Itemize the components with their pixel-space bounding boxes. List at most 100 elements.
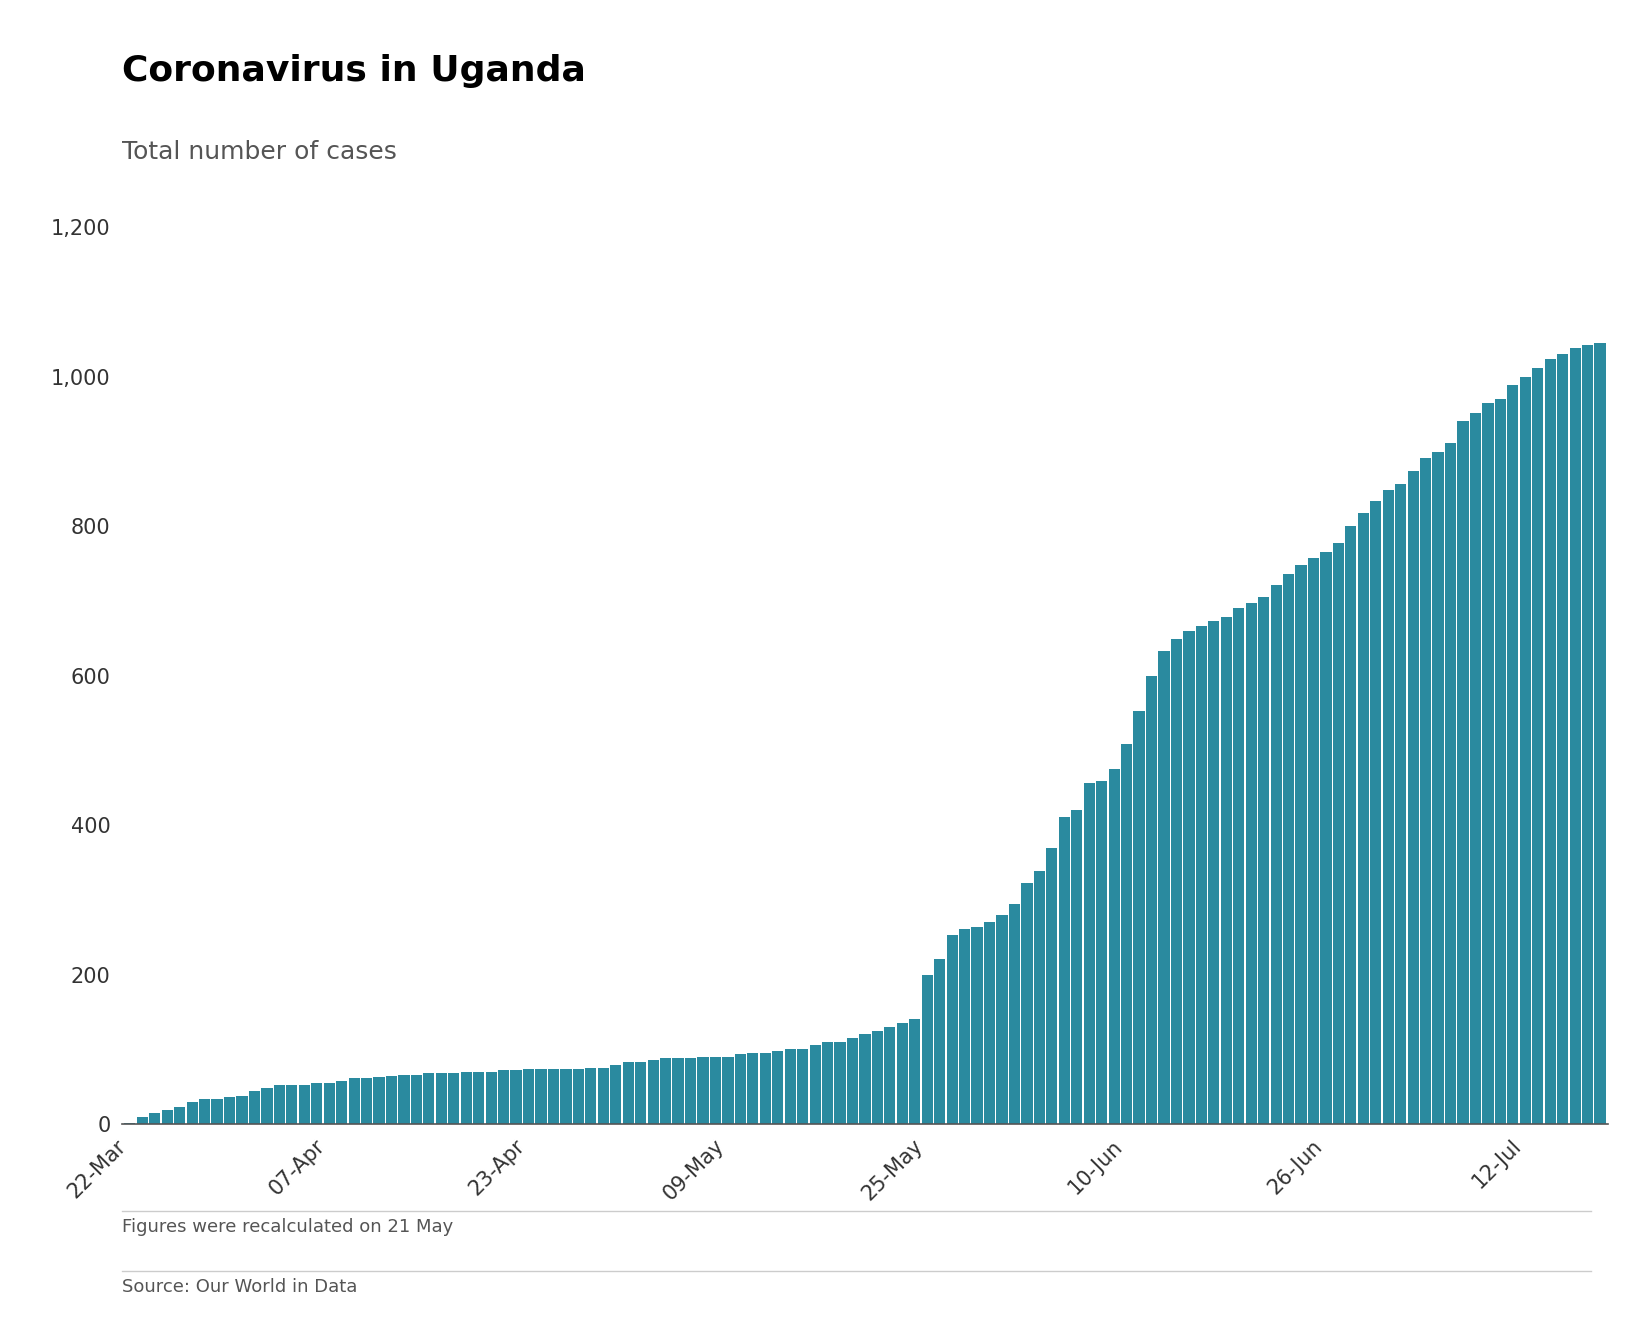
Bar: [548, 1069, 560, 1124]
Bar: [411, 1074, 423, 1124]
Bar: [934, 959, 945, 1124]
Bar: [535, 1069, 547, 1124]
Bar: [1457, 421, 1469, 1124]
Bar: [796, 1049, 808, 1124]
Bar: [212, 1100, 222, 1124]
Bar: [423, 1073, 434, 1124]
Bar: [971, 927, 982, 1124]
Bar: [997, 915, 1007, 1124]
Bar: [573, 1069, 584, 1124]
Bar: [672, 1058, 684, 1124]
Bar: [473, 1072, 485, 1124]
Bar: [1345, 526, 1356, 1124]
Text: Coronavirus in Uganda: Coronavirus in Uganda: [122, 54, 586, 87]
Bar: [610, 1065, 622, 1124]
Bar: [460, 1072, 472, 1124]
Bar: [1333, 543, 1345, 1124]
Bar: [149, 1113, 160, 1124]
Bar: [1532, 368, 1544, 1124]
Bar: [1097, 781, 1106, 1124]
Bar: [1196, 626, 1208, 1124]
Bar: [449, 1073, 460, 1124]
Bar: [1046, 847, 1058, 1124]
Bar: [597, 1068, 609, 1124]
Bar: [374, 1077, 385, 1124]
Bar: [486, 1072, 496, 1124]
Bar: [1221, 617, 1232, 1124]
Bar: [323, 1082, 335, 1124]
Bar: [635, 1062, 646, 1124]
Bar: [1234, 607, 1244, 1124]
Bar: [1296, 565, 1307, 1124]
Bar: [809, 1045, 821, 1124]
Bar: [237, 1096, 248, 1124]
Bar: [685, 1058, 697, 1124]
Bar: [1557, 355, 1568, 1124]
Bar: [224, 1097, 235, 1124]
Bar: [885, 1026, 896, 1124]
Bar: [1358, 512, 1369, 1124]
Bar: [896, 1024, 907, 1124]
Bar: [1183, 630, 1195, 1124]
Bar: [847, 1038, 858, 1124]
Bar: [785, 1049, 796, 1124]
Bar: [286, 1085, 297, 1124]
Bar: [1508, 385, 1518, 1124]
Bar: [1283, 574, 1294, 1124]
Bar: [436, 1073, 447, 1124]
Bar: [697, 1057, 708, 1124]
Bar: [1059, 818, 1071, 1124]
Bar: [1544, 359, 1555, 1124]
Bar: [772, 1052, 783, 1124]
Bar: [947, 935, 958, 1124]
Bar: [1159, 652, 1170, 1124]
Bar: [299, 1085, 310, 1124]
Bar: [1071, 809, 1082, 1124]
Bar: [1371, 500, 1381, 1124]
Bar: [1420, 458, 1431, 1124]
Bar: [1121, 744, 1133, 1124]
Bar: [361, 1078, 372, 1124]
Bar: [560, 1069, 571, 1124]
Bar: [648, 1061, 659, 1124]
Bar: [710, 1057, 721, 1124]
Bar: [186, 1101, 197, 1124]
Bar: [1407, 471, 1418, 1124]
Bar: [922, 974, 934, 1124]
Bar: [1382, 491, 1394, 1124]
Bar: [137, 1117, 149, 1124]
Bar: [1482, 403, 1493, 1124]
Bar: [511, 1070, 522, 1124]
Bar: [1009, 903, 1020, 1124]
Bar: [522, 1069, 534, 1124]
Bar: [909, 1020, 920, 1124]
Text: Figures were recalculated on 21 May: Figures were recalculated on 21 May: [122, 1218, 454, 1235]
Bar: [199, 1100, 211, 1124]
Bar: [498, 1070, 509, 1124]
Bar: [747, 1053, 759, 1124]
Bar: [1146, 676, 1157, 1124]
Bar: [834, 1042, 845, 1124]
Bar: [1134, 710, 1144, 1124]
Bar: [871, 1030, 883, 1124]
Bar: [1433, 451, 1444, 1124]
Bar: [349, 1078, 359, 1124]
Bar: [1245, 603, 1257, 1124]
Bar: [261, 1088, 273, 1124]
Bar: [734, 1054, 746, 1124]
Bar: [1208, 621, 1219, 1124]
Bar: [759, 1053, 770, 1124]
Bar: [1307, 558, 1319, 1124]
Text: BBC: BBC: [1531, 1291, 1567, 1310]
Bar: [960, 929, 971, 1124]
Text: Source: Our World in Data: Source: Our World in Data: [122, 1278, 357, 1295]
Bar: [823, 1042, 834, 1124]
Bar: [1395, 484, 1407, 1124]
Bar: [274, 1085, 286, 1124]
Bar: [1270, 585, 1281, 1124]
Bar: [1444, 443, 1456, 1124]
Bar: [1258, 597, 1270, 1124]
Bar: [312, 1082, 323, 1124]
Bar: [1495, 399, 1506, 1124]
Bar: [1108, 769, 1120, 1124]
